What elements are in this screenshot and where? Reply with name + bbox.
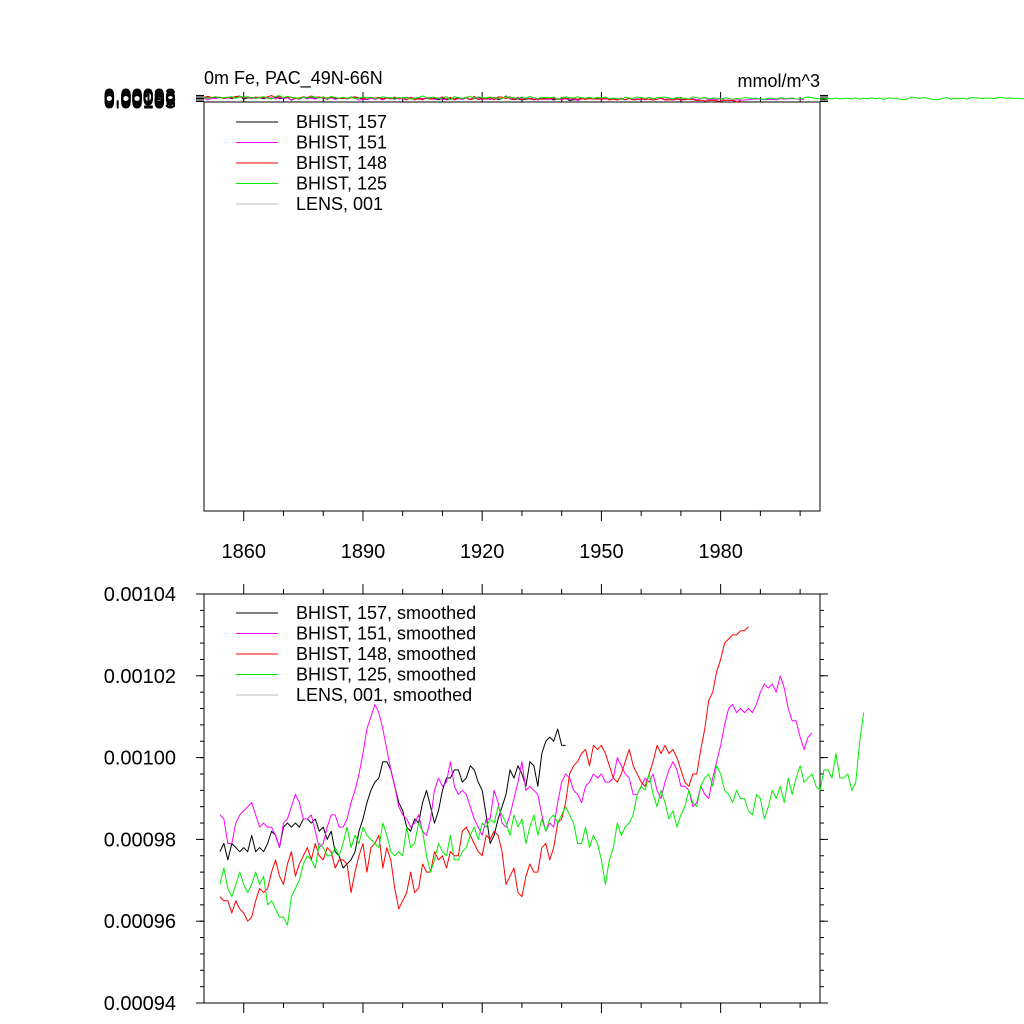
legend-label: BHIST, 148, smoothed (296, 644, 476, 664)
legend-label: BHIST, 151 (296, 133, 387, 153)
top-panel: 0m Fe, PAC_49N-66N mmol/m^3 0.000930.000… (104, 68, 1024, 563)
legend-label: LENS, 001 (296, 194, 383, 214)
y-tick-label: 0.00102 (104, 90, 176, 112)
series-line-bhist-125 (203, 95, 1024, 101)
y-tick-label: 0.00100 (104, 748, 176, 770)
bottom-y-tick-labels: 0.00094 0.00096 0.00098 0.00100 0.00102 0.001… (104, 584, 176, 1015)
y-tick-label: 0.00105 (104, 91, 176, 113)
x-tick-label: 1890 (341, 541, 386, 563)
x-tick-label: 1980 (698, 541, 743, 563)
series-line-bhist-148-smoothed (219, 626, 749, 922)
legend-item-bhist-148-smoothed: BHIST, 148, smoothed (236, 644, 476, 664)
legend-item-bhist-151-smoothed: BHIST, 151, smoothed (236, 624, 476, 644)
y-tick-label: 0.00096 (104, 87, 176, 109)
x-tick-label: 1950 (579, 541, 624, 563)
bottom-panel: 0.00094 0.00096 0.00098 0.00100 0.00102 0.001… (104, 584, 865, 1015)
top-chart-title: 0m Fe, PAC_49N-66N (204, 68, 383, 89)
top-plot-frame (203, 101, 821, 512)
bottom-series-lines (219, 626, 865, 926)
legend-label: BHIST, 157 (296, 112, 387, 132)
series-line-bhist-125-smoothed (219, 712, 865, 926)
legend-label: LENS, 001, smoothed (296, 685, 472, 705)
legend-item-lens-001: LENS, 001 (236, 194, 383, 214)
y-tick-label: 0.00093 (104, 85, 176, 107)
y-tick-label: 0.00098 (104, 829, 176, 851)
legend-label: BHIST, 151, smoothed (296, 624, 476, 644)
legend-item-bhist-125: BHIST, 125 (236, 174, 387, 194)
legend-item-bhist-148: BHIST, 148 (236, 153, 387, 173)
top-x-tick-labels: 1860 1890 1920 1950 1980 (221, 541, 742, 563)
top-series-lines (203, 95, 1024, 103)
top-axis-ticks (196, 92, 828, 521)
legend-item-bhist-157: BHIST, 157 (236, 112, 387, 132)
legend-label: BHIST, 125 (296, 174, 387, 194)
x-tick-label: 1860 (221, 541, 266, 563)
legend-item-bhist-125-smoothed: BHIST, 125, smoothed (236, 665, 476, 685)
legend-label: BHIST, 148 (296, 153, 387, 173)
legend-item-lens-001-smoothed: LENS, 001, smoothed (236, 685, 472, 705)
legend-item-bhist-151: BHIST, 151 (236, 133, 387, 153)
bottom-plot-frame (203, 593, 821, 1004)
y-tick-label: 0.00094 (104, 993, 176, 1015)
bottom-axis-ticks (196, 584, 828, 1013)
y-tick-label: 0.00096 (104, 911, 176, 933)
legend-label: BHIST, 125, smoothed (296, 665, 476, 685)
y-tick-label: 0.00104 (104, 584, 176, 606)
y-tick-label: 0.00102 (104, 666, 176, 688)
legend-item-bhist-157-smoothed: BHIST, 157, smoothed (236, 603, 476, 623)
top-chart-units: mmol/m^3 (738, 71, 820, 91)
legend-label: BHIST, 157, smoothed (296, 603, 476, 623)
x-tick-label: 1920 (460, 541, 505, 563)
y-tick-label: 0.00099 (104, 88, 176, 110)
